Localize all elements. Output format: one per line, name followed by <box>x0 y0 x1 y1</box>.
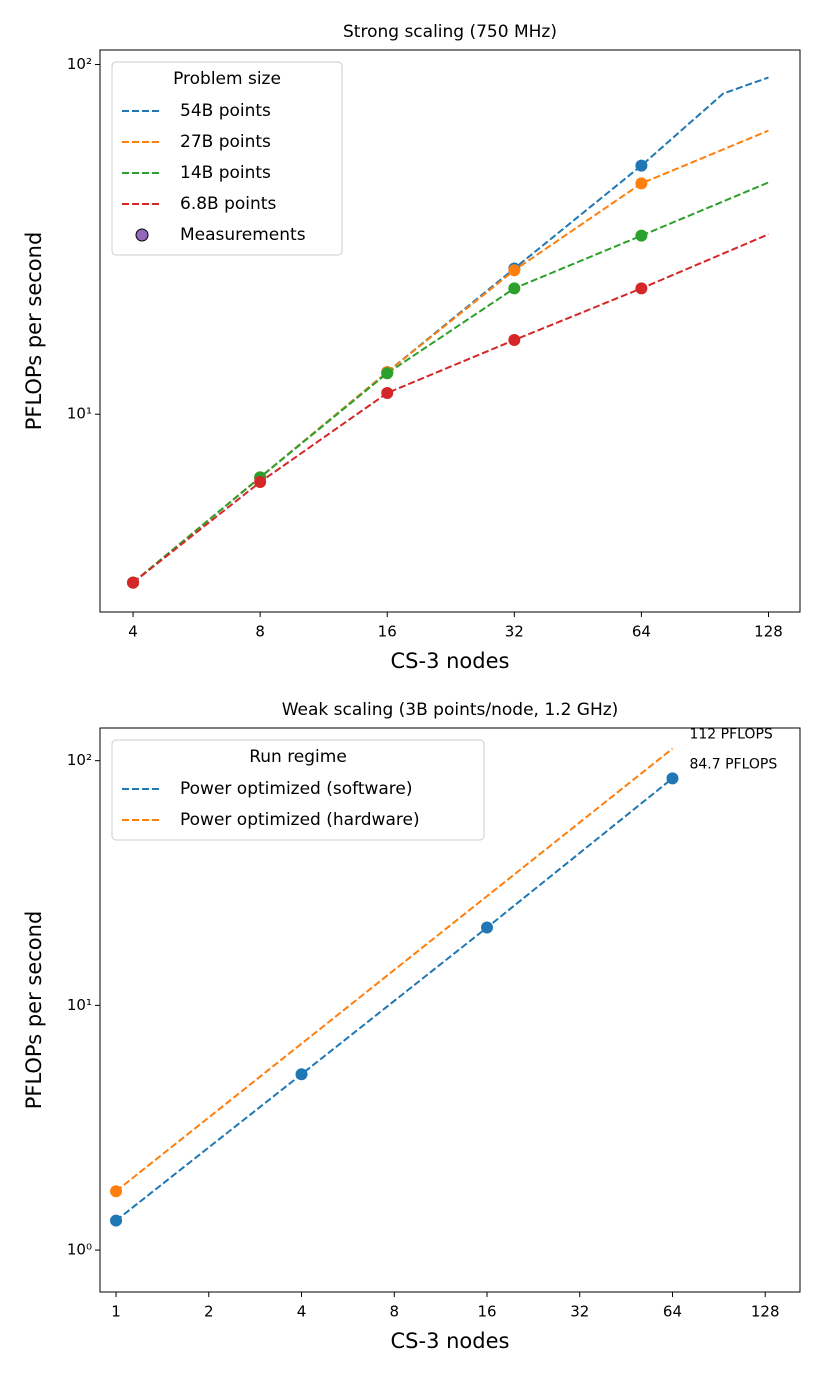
x-tick-label: 128 <box>754 623 783 641</box>
legend-label: 14B points <box>180 163 271 183</box>
data-point <box>635 229 648 242</box>
legend-label: Power optimized (software) <box>180 779 413 799</box>
data-point <box>635 177 648 190</box>
x-axis-label: CS-3 nodes <box>391 649 510 673</box>
series-line <box>132 129 769 584</box>
data-point <box>635 282 648 295</box>
x-tick-label: 16 <box>477 1303 496 1321</box>
y-tick-label: 10¹ <box>67 405 92 423</box>
x-tick-label: 1 <box>111 1303 121 1321</box>
data-point <box>127 576 140 589</box>
data-point <box>110 1185 123 1198</box>
x-tick-label: 8 <box>389 1303 399 1321</box>
y-axis-label: PFLOPs per second <box>22 911 46 1110</box>
x-tick-label: 32 <box>505 623 524 641</box>
y-tick-label: 10¹ <box>67 996 92 1014</box>
data-point <box>110 1214 123 1227</box>
data-point <box>295 1068 308 1081</box>
y-tick-label: 10² <box>67 55 92 73</box>
x-tick-label: 16 <box>378 623 397 641</box>
y-tick-label: 10⁰ <box>67 1241 92 1259</box>
x-tick-label: 32 <box>570 1303 589 1321</box>
data-point <box>666 772 679 785</box>
y-tick-label: 10² <box>67 751 92 769</box>
legend-label: 6.8B points <box>180 194 276 214</box>
x-tick-label: 128 <box>751 1303 780 1321</box>
series-line <box>115 777 674 1222</box>
data-point <box>508 334 521 347</box>
chart-title: Weak scaling (3B points/node, 1.2 GHz) <box>282 700 619 720</box>
legend-label: 27B points <box>180 132 271 152</box>
legend-box <box>111 61 343 256</box>
x-tick-label: 2 <box>204 1303 214 1321</box>
x-tick-label: 4 <box>128 623 138 641</box>
plot-frame <box>99 727 801 1293</box>
x-tick-label: 64 <box>663 1303 682 1321</box>
x-axis-label: CS-3 nodes <box>391 1329 510 1353</box>
legend-box <box>111 739 485 841</box>
x-tick-label: 64 <box>632 623 651 641</box>
legend-label: Measurements <box>180 225 306 245</box>
data-point <box>481 921 494 934</box>
x-tick-label: 4 <box>297 1303 307 1321</box>
data-point <box>381 367 394 380</box>
data-point <box>254 476 267 489</box>
data-point <box>635 159 648 172</box>
y-axis-label: PFLOPs per second <box>22 232 46 431</box>
annotation: 112 PFLOPS <box>689 727 772 743</box>
series-line <box>115 747 674 1192</box>
series-line <box>132 181 769 584</box>
annotation: 84.7 PFLOPS <box>689 756 777 772</box>
legend-marker <box>135 228 149 242</box>
data-point <box>381 387 394 400</box>
legend-label: 54B points <box>180 101 271 121</box>
data-point <box>508 282 521 295</box>
legend-title: Problem size <box>173 69 281 89</box>
data-point <box>508 264 521 277</box>
chart-title: Strong scaling (750 MHz) <box>343 22 557 42</box>
series-line <box>132 233 769 584</box>
x-tick-label: 8 <box>255 623 265 641</box>
legend-title: Run regime <box>249 747 347 767</box>
plot-frame <box>99 49 801 613</box>
legend-label: Power optimized (hardware) <box>180 810 420 830</box>
